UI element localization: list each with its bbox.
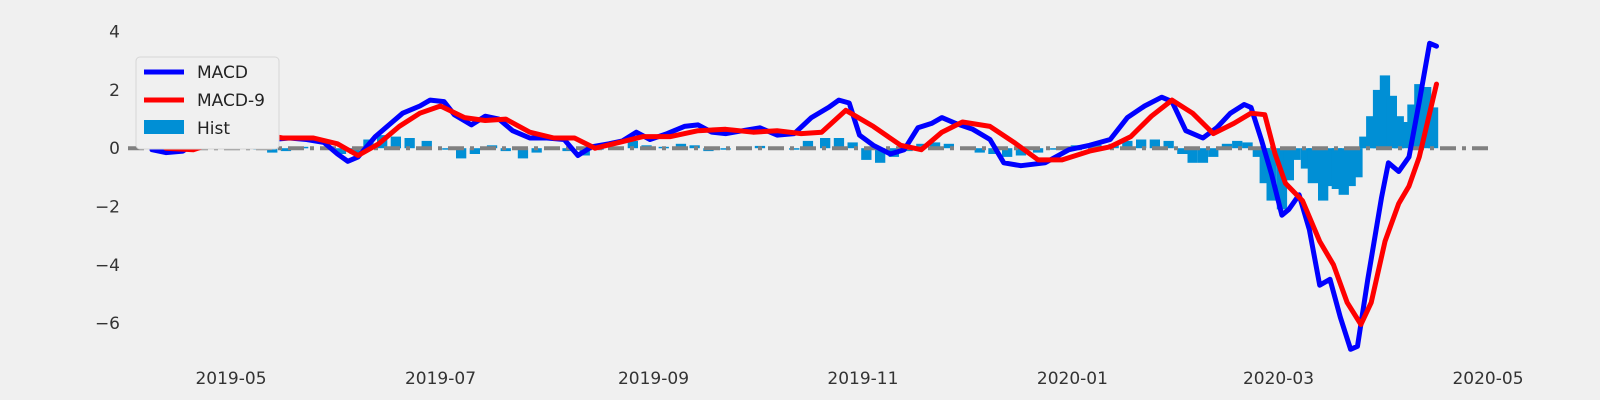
hist-bar [847, 142, 858, 149]
hist-bar [1393, 116, 1404, 149]
hist-bar [861, 148, 872, 160]
hist-bar [1300, 148, 1312, 169]
hist-bar [1324, 148, 1336, 187]
hist-bar [1232, 140, 1243, 149]
hist-bar [1290, 148, 1301, 160]
hist-bar [802, 140, 814, 149]
hist-bar [1414, 84, 1425, 149]
hist-bar [1331, 148, 1342, 189]
hist-bar [1352, 148, 1363, 178]
hist-bar [1208, 148, 1219, 157]
hist-bar [404, 138, 415, 149]
hist-bar [929, 142, 941, 149]
hist-bar [442, 148, 453, 150]
y-tick-label: −2 [95, 198, 120, 218]
hist-bar [675, 143, 687, 149]
hist-bar [1372, 89, 1384, 149]
hist-bar [1283, 148, 1294, 181]
hist-bar [1187, 148, 1198, 163]
hist-bar [916, 143, 927, 149]
hist-bar [469, 148, 480, 154]
hist-bar [720, 148, 731, 150]
hist-bar [1366, 116, 1377, 149]
hist-bar [1197, 148, 1209, 163]
series-lines [149, 40, 1439, 352]
hist-bar [1259, 148, 1270, 184]
hist-bar [627, 140, 638, 149]
x-tick-label: 2020-01 [1037, 369, 1108, 389]
hist-bar [820, 138, 831, 149]
hist-bar [1136, 139, 1147, 149]
hist-bar [833, 138, 845, 149]
hist-bar [1359, 136, 1370, 149]
legend-swatch-hist [144, 120, 184, 134]
hist-bar [1050, 148, 1061, 150]
hist-bar [875, 148, 886, 163]
hist-bar [1015, 148, 1027, 156]
hist-bar [335, 148, 347, 154]
hist-bar [1345, 148, 1356, 187]
hist-bar [280, 148, 292, 152]
hist-bar [1221, 143, 1233, 149]
legend-label-macd-9: MACD-9 [197, 91, 265, 111]
hist-bar [456, 148, 467, 159]
hist-bar [1149, 139, 1160, 149]
hist-bar [390, 136, 401, 149]
series-line-macd-9 [163, 81, 1439, 327]
hist-bar [267, 148, 278, 153]
x-tick-label: 2020-03 [1243, 369, 1314, 389]
hist-bar [1400, 122, 1411, 149]
x-tick-label: 2020-05 [1452, 369, 1523, 389]
hist-bar [943, 143, 954, 149]
y-tick-label: 4 [109, 23, 120, 43]
hist-bar [1318, 148, 1329, 201]
hist-bar [974, 148, 985, 153]
x-tick-label: 2019-05 [195, 369, 266, 389]
hist-bar [1252, 148, 1263, 157]
x-tick-label: 2019-11 [827, 369, 898, 389]
hist-bar [421, 140, 432, 149]
hist-bar [1122, 140, 1133, 149]
hist-bar [1177, 148, 1188, 154]
x-tick-label: 2019-07 [405, 369, 476, 389]
y-tick-label: 2 [109, 81, 120, 101]
y-tick-label: 0 [109, 139, 120, 159]
x-tick-label: 2019-09 [618, 369, 689, 389]
hist-bar [789, 148, 800, 150]
y-tick-label: −4 [95, 256, 120, 276]
y-tick-label: −6 [95, 314, 120, 334]
legend: MACD MACD-9 Hist [135, 56, 280, 150]
hist-bar [1386, 95, 1397, 149]
hist-bar [1307, 148, 1318, 184]
series-line-macd [149, 40, 1439, 352]
hist-bar [988, 148, 999, 154]
hist-bar [517, 148, 529, 159]
x-axis-ticks: 2019-05 2019-07 2019-09 2019-11 2020-01 2020-… [195, 369, 1523, 389]
legend-label-hist: Hist [197, 119, 230, 139]
hist-bar [1002, 148, 1013, 157]
hist-bar [1032, 148, 1044, 153]
y-axis-ticks: 4 2 0 −2 −4 −6 [95, 23, 120, 334]
hist-bar [1338, 148, 1349, 195]
hist-bar [1242, 142, 1253, 149]
hist-bar [531, 148, 542, 153]
hist-bar [1163, 140, 1174, 149]
hist-bar [1427, 107, 1439, 149]
legend-label-macd: MACD [197, 63, 248, 83]
hist-bar [1379, 75, 1391, 149]
